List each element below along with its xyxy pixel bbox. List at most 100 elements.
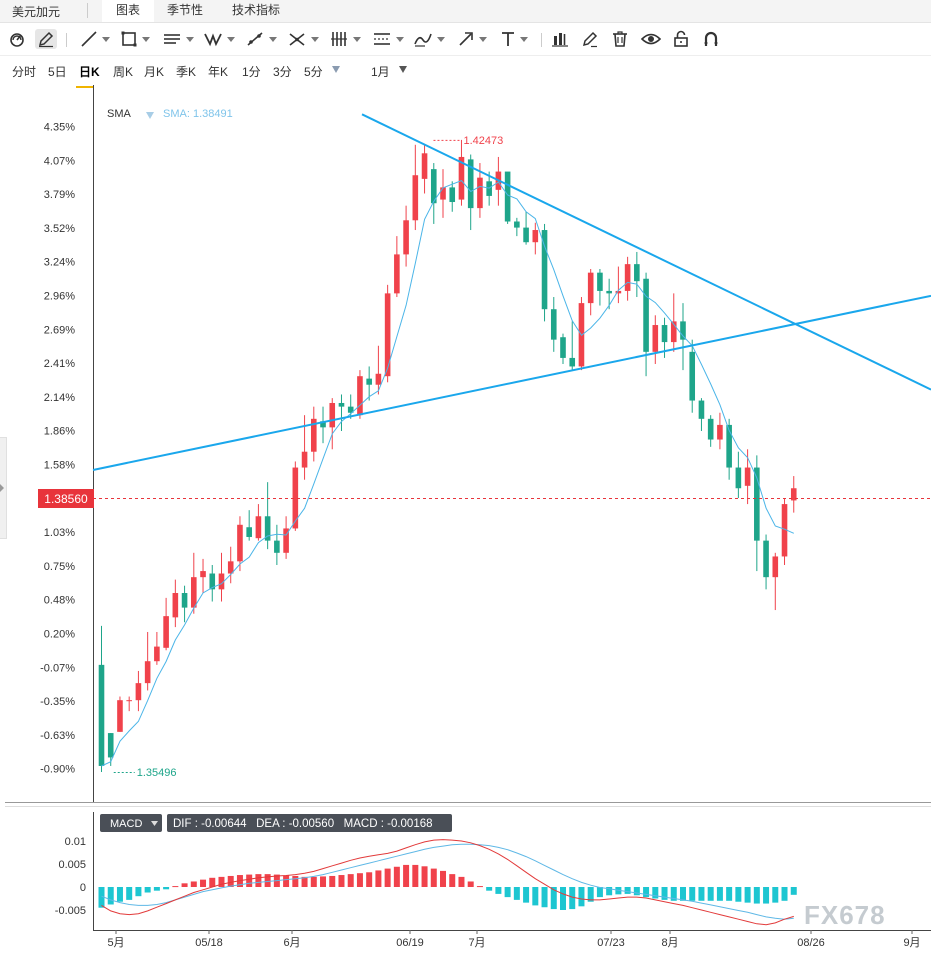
candle-body bbox=[163, 616, 169, 648]
price-chart[interactable]: 4.35% 4.07% 3.79% 3.52% 3.24% 2.96% 2.69% 2.41%… bbox=[0, 85, 931, 954]
candle-body bbox=[403, 220, 409, 255]
y-tick-label: -0.90% bbox=[40, 764, 75, 776]
macd-y-tick-label: 0.005 bbox=[58, 859, 86, 871]
bar-chart-icon[interactable] bbox=[551, 29, 569, 49]
macd-histogram-bar bbox=[652, 887, 659, 899]
y-tick-label: 4.07% bbox=[44, 155, 75, 167]
candle-body bbox=[172, 593, 179, 618]
macd-panel: 0.01 0.005 0 -0.005 bbox=[55, 836, 797, 926]
tab-technical-indicators[interactable]: 技术指标 bbox=[232, 3, 281, 17]
candle-body bbox=[292, 467, 299, 529]
side-panel-handle[interactable] bbox=[0, 437, 7, 539]
macd-histogram-bar bbox=[412, 864, 419, 887]
arrow-icon[interactable] bbox=[457, 29, 487, 49]
macd-histogram-bar bbox=[116, 887, 123, 902]
macd-histogram-bar bbox=[375, 870, 382, 887]
candle-body bbox=[763, 540, 769, 578]
range-dropdown-icon[interactable] bbox=[399, 66, 407, 73]
macd-histogram-bar bbox=[329, 875, 336, 887]
gann-icon[interactable] bbox=[329, 29, 361, 49]
trash-icon[interactable] bbox=[611, 29, 629, 49]
candle-body bbox=[698, 400, 705, 419]
macd-histogram-bar bbox=[569, 887, 576, 910]
macd-dif-line bbox=[101, 839, 794, 926]
pencil-icon[interactable] bbox=[35, 29, 57, 49]
macd-histogram-bar bbox=[523, 887, 530, 903]
candle-body bbox=[661, 325, 668, 343]
candle-body bbox=[218, 573, 225, 590]
candle-body bbox=[772, 556, 779, 578]
candle-body bbox=[264, 516, 271, 541]
macd-histogram-bar bbox=[430, 868, 437, 887]
pattern-icon[interactable] bbox=[203, 29, 235, 49]
line-icon[interactable] bbox=[80, 29, 110, 49]
macd-dea-line bbox=[101, 843, 794, 920]
macd-histogram-bar bbox=[347, 874, 354, 887]
resistance-trendline bbox=[361, 113, 931, 391]
candle-body bbox=[338, 402, 345, 407]
macd-histogram-bar bbox=[255, 874, 262, 887]
candle-body bbox=[412, 175, 419, 221]
brush-icon[interactable] bbox=[413, 29, 445, 49]
period-quarterly[interactable]: 季K bbox=[176, 65, 197, 79]
y-tick-label: 2.96% bbox=[44, 291, 75, 303]
tab-seasonality[interactable]: 季节性 bbox=[167, 3, 204, 17]
macd-histogram-bar bbox=[753, 887, 760, 904]
macd-histogram-bar bbox=[744, 887, 751, 903]
eraser-icon[interactable] bbox=[581, 29, 599, 49]
macd-histogram-bar bbox=[366, 872, 373, 887]
candle-body bbox=[486, 181, 492, 196]
magnet-icon[interactable] bbox=[8, 29, 26, 49]
macd-histogram-bar bbox=[661, 887, 668, 900]
candle-body bbox=[587, 272, 594, 304]
period-3min[interactable]: 3分 bbox=[273, 65, 292, 79]
low-price-label: 1.35496 bbox=[137, 767, 177, 779]
candle-body bbox=[347, 406, 354, 413]
eye-icon[interactable] bbox=[641, 29, 661, 49]
period-yearly[interactable]: 年K bbox=[208, 65, 229, 79]
period-monthly[interactable]: 月K bbox=[144, 65, 165, 79]
candle-body bbox=[366, 378, 372, 385]
fib-icon[interactable] bbox=[287, 29, 319, 49]
period-weekly[interactable]: 周K bbox=[113, 65, 134, 79]
period-daily[interactable]: 日K bbox=[76, 65, 103, 88]
macd-histogram-bar bbox=[449, 874, 456, 887]
period-5min[interactable]: 5分 bbox=[304, 65, 323, 79]
macd-selector[interactable] bbox=[100, 814, 162, 832]
text-icon[interactable] bbox=[500, 29, 528, 49]
measure-icon[interactable] bbox=[245, 29, 277, 49]
macd-histogram-bar bbox=[320, 876, 327, 887]
candle-body bbox=[255, 516, 262, 539]
candle-body bbox=[790, 488, 797, 501]
range-selector[interactable]: 1月 bbox=[371, 65, 390, 79]
candle-body bbox=[606, 290, 612, 294]
candle-body bbox=[634, 264, 640, 282]
candle-body bbox=[597, 272, 603, 291]
candle-body bbox=[569, 357, 576, 367]
tab-chart[interactable]: 图表 bbox=[102, 0, 155, 22]
macd-histogram-bar bbox=[763, 887, 770, 904]
macd-histogram-bar bbox=[633, 887, 640, 896]
y-tick-label: -0.07% bbox=[40, 662, 75, 674]
candle-body bbox=[135, 683, 142, 701]
macd-histogram-bar bbox=[495, 887, 502, 894]
candle-body bbox=[394, 254, 400, 294]
candle-body bbox=[440, 187, 446, 200]
horizontal-lines-icon[interactable] bbox=[162, 29, 194, 49]
period-1min[interactable]: 1分 bbox=[242, 65, 261, 79]
period-5day[interactable]: 5日 bbox=[48, 65, 67, 79]
rectangle-icon[interactable] bbox=[120, 29, 150, 49]
period-intraday[interactable]: 分时 bbox=[12, 65, 37, 79]
x-tick-label: 5月 bbox=[107, 937, 124, 949]
lock-icon[interactable] bbox=[672, 29, 690, 49]
macd-y-tick-label: 0 bbox=[80, 882, 86, 894]
magnet-u-icon[interactable] bbox=[702, 29, 720, 49]
channel-icon[interactable] bbox=[372, 29, 404, 49]
period-selector: 分时 5日 日K 周K 月K 季K 年K 1分 3分 5分 1月 bbox=[0, 57, 931, 88]
macd-selector-label: MACD bbox=[110, 818, 142, 830]
macd-dropdown-icon[interactable] bbox=[151, 821, 158, 826]
period-more-icon[interactable] bbox=[332, 66, 340, 73]
candle-body bbox=[430, 169, 437, 204]
macd-histogram-bar bbox=[264, 874, 271, 887]
sma-dropdown-icon[interactable] bbox=[146, 112, 154, 119]
